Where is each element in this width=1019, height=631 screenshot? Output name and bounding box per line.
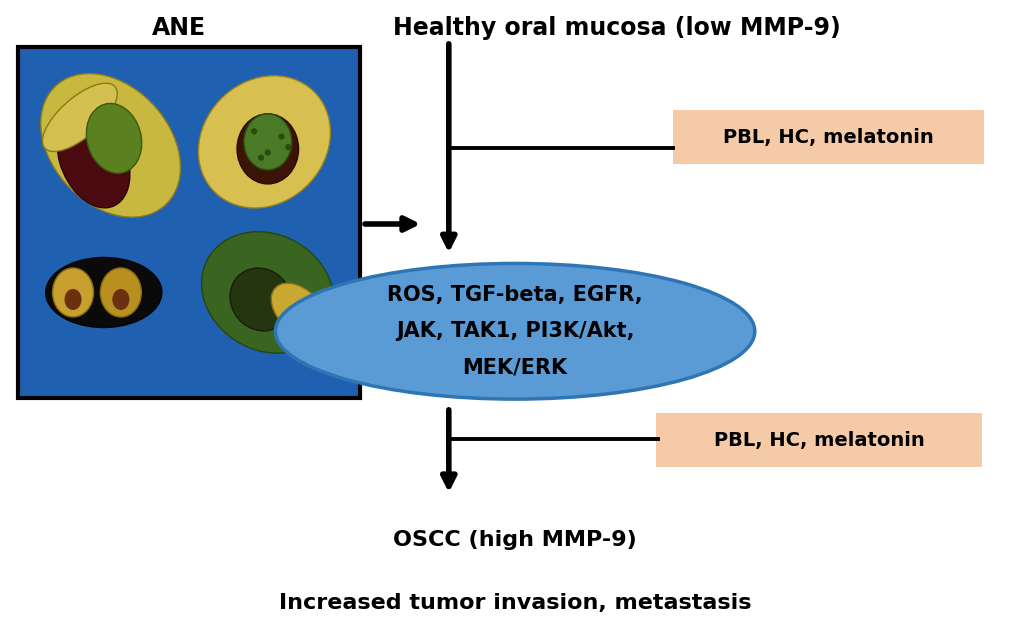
Ellipse shape — [41, 74, 180, 217]
Ellipse shape — [57, 111, 129, 208]
Ellipse shape — [285, 144, 291, 150]
Text: OSCC (high MMP-9): OSCC (high MMP-9) — [393, 529, 636, 550]
Ellipse shape — [112, 289, 129, 310]
Text: PBL, HC, melatonin: PBL, HC, melatonin — [713, 430, 923, 450]
Ellipse shape — [236, 114, 299, 184]
Ellipse shape — [43, 83, 117, 151]
Text: PBL, HC, melatonin: PBL, HC, melatonin — [722, 127, 933, 147]
Text: Increased tumor invasion, metastasis: Increased tumor invasion, metastasis — [278, 593, 751, 613]
Text: JAK, TAK1, PI3K/Akt,: JAK, TAK1, PI3K/Akt, — [395, 321, 634, 341]
Text: ANE: ANE — [151, 16, 206, 40]
Ellipse shape — [52, 268, 94, 317]
Ellipse shape — [46, 257, 162, 327]
Ellipse shape — [87, 103, 142, 174]
Ellipse shape — [202, 232, 333, 353]
Ellipse shape — [198, 76, 330, 208]
Ellipse shape — [100, 268, 142, 317]
FancyBboxPatch shape — [673, 110, 983, 164]
FancyBboxPatch shape — [18, 47, 360, 398]
Ellipse shape — [251, 128, 257, 134]
FancyBboxPatch shape — [655, 413, 981, 467]
Ellipse shape — [258, 155, 264, 161]
Ellipse shape — [271, 283, 325, 337]
Ellipse shape — [244, 114, 291, 170]
Ellipse shape — [278, 134, 284, 140]
Ellipse shape — [265, 150, 271, 155]
Ellipse shape — [64, 289, 82, 310]
Text: Healthy oral mucosa (low MMP-9): Healthy oral mucosa (low MMP-9) — [393, 16, 840, 40]
Ellipse shape — [275, 264, 754, 399]
Text: ROS, TGF-beta, EGFR,: ROS, TGF-beta, EGFR, — [387, 285, 642, 305]
Text: MEK/ERK: MEK/ERK — [462, 358, 568, 378]
Ellipse shape — [230, 268, 291, 331]
